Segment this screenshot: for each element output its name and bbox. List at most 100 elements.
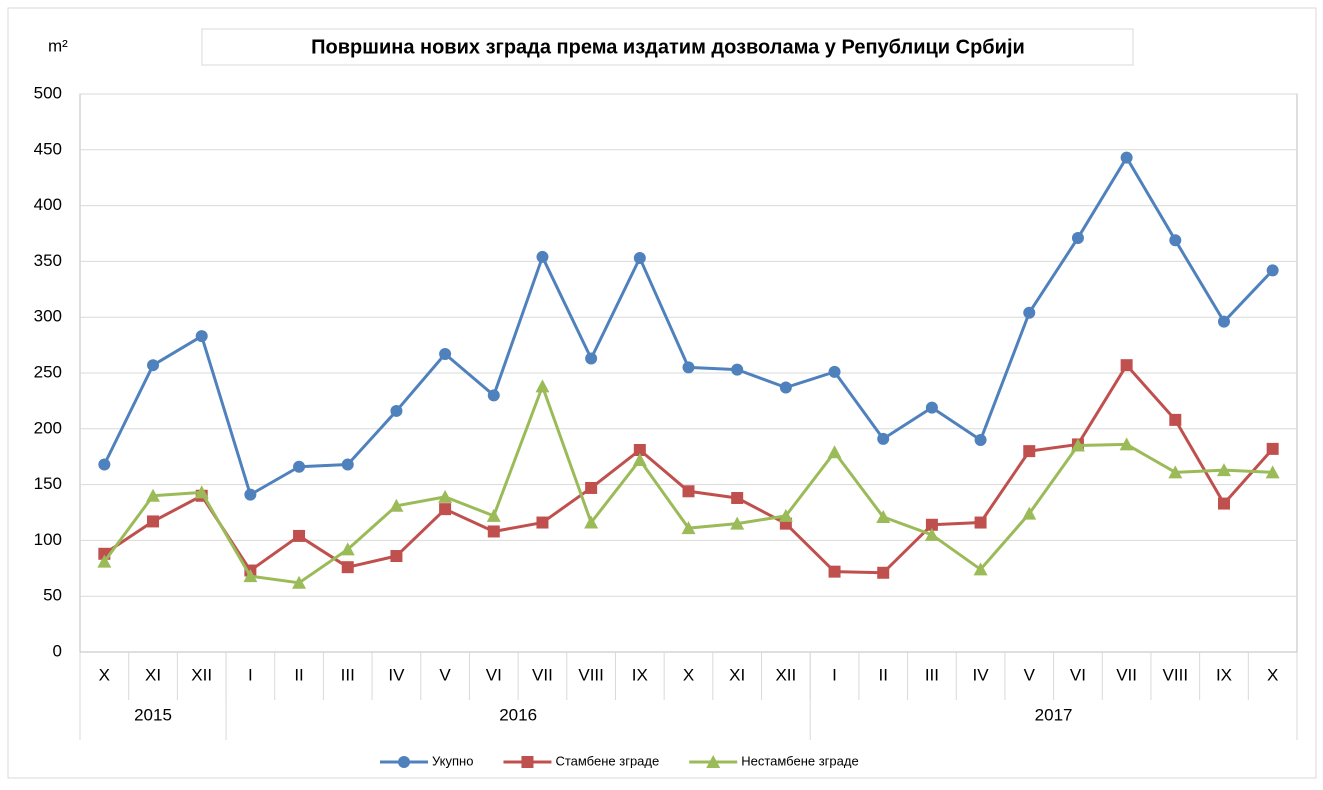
data-point xyxy=(877,432,890,445)
title-box xyxy=(201,28,1134,66)
group-label: 2016 xyxy=(499,705,537,724)
chart-title: Површина нових зграда према издатим дозв… xyxy=(311,36,1025,58)
legend-marker xyxy=(706,755,721,768)
data-point xyxy=(925,401,938,414)
y-tick-label: 0 xyxy=(53,641,62,660)
data-point xyxy=(1120,359,1133,372)
x-tick-label: X xyxy=(1267,665,1278,684)
data-point xyxy=(146,488,161,502)
data-point xyxy=(1070,438,1085,452)
data-point xyxy=(1168,465,1183,479)
data-point xyxy=(1119,437,1134,451)
data-point xyxy=(585,481,598,494)
x-tick-label: I xyxy=(832,665,837,684)
x-tick-label: XI xyxy=(729,665,745,684)
data-point xyxy=(731,363,744,376)
data-point xyxy=(195,330,208,343)
data-point xyxy=(924,527,939,541)
legend-label: Укупно xyxy=(432,753,473,768)
x-tick-label: XII xyxy=(775,665,796,684)
data-point xyxy=(778,508,793,522)
x-tick-label: I xyxy=(248,665,253,684)
data-point xyxy=(536,516,549,529)
data-point xyxy=(243,569,258,583)
x-tick-label: X xyxy=(683,665,694,684)
x-tick-label: IV xyxy=(973,665,990,684)
data-point xyxy=(682,361,695,374)
data-point xyxy=(682,485,695,498)
legend-marker xyxy=(398,756,410,768)
x-tick-label: III xyxy=(925,665,939,684)
data-point xyxy=(194,485,209,499)
data-point xyxy=(1216,463,1231,477)
group-label: 2017 xyxy=(1035,705,1073,724)
data-point xyxy=(438,489,453,503)
data-point xyxy=(731,491,744,504)
x-tick-label: VII xyxy=(532,665,553,684)
x-tick-label: VIII xyxy=(578,665,604,684)
y-tick-label: 250 xyxy=(34,362,62,381)
data-point xyxy=(877,566,890,579)
legend-label: Нестамбене зграде xyxy=(741,753,858,768)
x-tick-label: VII xyxy=(1116,665,1137,684)
data-point xyxy=(439,348,452,361)
legend-marker xyxy=(521,756,534,768)
data-point xyxy=(1217,315,1230,328)
x-tick-label: VIII xyxy=(1163,665,1189,684)
y-tick-label: 200 xyxy=(34,418,62,437)
data-point xyxy=(1265,465,1280,479)
data-point xyxy=(147,515,160,528)
x-tick-label: XI xyxy=(145,665,161,684)
data-point xyxy=(876,509,891,523)
data-point xyxy=(487,389,500,402)
data-point xyxy=(536,250,549,263)
y-axis-label: m² xyxy=(48,36,68,55)
y-tick-label: 450 xyxy=(34,139,62,158)
data-point xyxy=(293,529,306,542)
y-tick-label: 100 xyxy=(34,530,62,549)
data-point xyxy=(97,554,112,568)
data-point xyxy=(925,518,938,531)
data-point xyxy=(584,515,599,529)
data-point xyxy=(1120,151,1133,164)
data-point xyxy=(827,445,842,459)
x-tick-label: XII xyxy=(191,665,212,684)
data-point xyxy=(293,460,306,473)
x-tick-label: X xyxy=(99,665,110,684)
data-point xyxy=(486,508,501,522)
data-point xyxy=(292,575,307,589)
y-tick-label: 150 xyxy=(34,474,62,493)
x-tick-label: II xyxy=(294,665,303,684)
data-point xyxy=(779,381,792,394)
data-point xyxy=(341,561,354,574)
data-point xyxy=(1266,264,1279,277)
x-tick-label: VI xyxy=(1070,665,1086,684)
data-point xyxy=(1169,234,1182,247)
data-point xyxy=(632,453,647,467)
x-tick-label: V xyxy=(439,665,451,684)
data-point xyxy=(1169,413,1182,426)
data-point xyxy=(633,252,646,265)
y-tick-label: 300 xyxy=(34,307,62,326)
data-point xyxy=(1266,442,1279,455)
x-tick-label: IX xyxy=(632,665,648,684)
data-point xyxy=(390,404,403,417)
data-point xyxy=(1217,497,1230,510)
data-point xyxy=(487,525,500,538)
data-point xyxy=(1022,506,1037,520)
group-label: 2015 xyxy=(134,705,172,724)
x-tick-label: IV xyxy=(388,665,405,684)
y-tick-label: 400 xyxy=(34,195,62,214)
data-point xyxy=(828,365,841,378)
data-point xyxy=(585,352,598,365)
x-tick-label: II xyxy=(878,665,887,684)
data-point xyxy=(341,458,354,471)
data-point xyxy=(439,503,452,516)
y-tick-label: 350 xyxy=(34,251,62,270)
x-tick-label: III xyxy=(341,665,355,684)
data-point xyxy=(1023,445,1036,458)
data-point xyxy=(974,516,987,529)
data-point xyxy=(98,458,111,471)
x-tick-label: VI xyxy=(486,665,502,684)
